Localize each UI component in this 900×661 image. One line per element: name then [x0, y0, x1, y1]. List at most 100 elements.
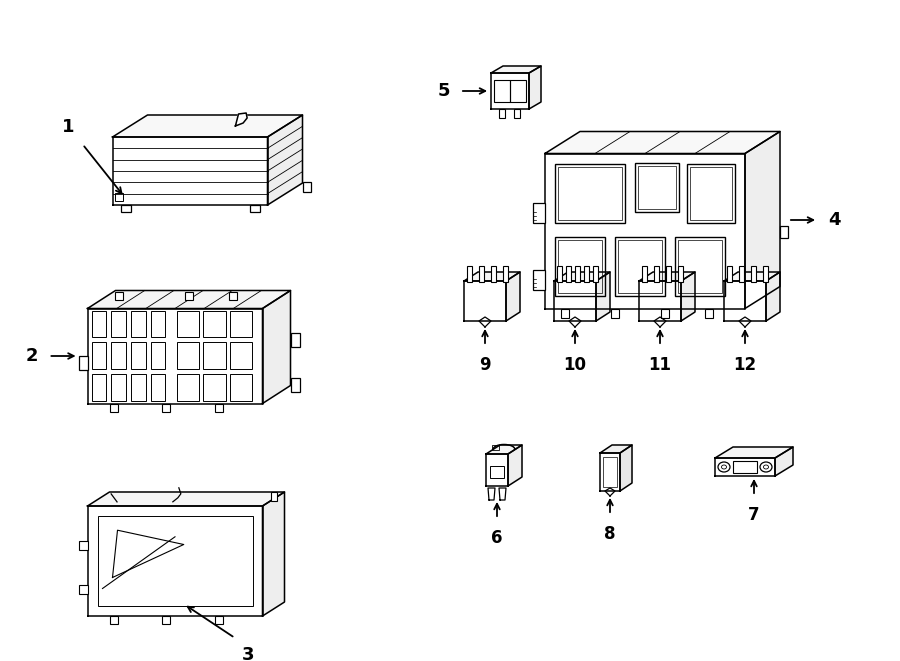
Bar — [678, 266, 683, 282]
Bar — [130, 311, 146, 337]
Bar — [230, 311, 252, 337]
Bar — [215, 403, 223, 412]
Bar — [150, 374, 166, 401]
Bar — [110, 403, 118, 412]
Polygon shape — [596, 272, 610, 321]
Polygon shape — [87, 506, 263, 616]
Bar — [467, 266, 472, 282]
Bar — [739, 266, 744, 282]
Bar — [780, 225, 788, 238]
Polygon shape — [639, 272, 695, 281]
Text: 11: 11 — [649, 356, 671, 374]
Bar — [185, 292, 193, 299]
Bar — [687, 165, 735, 223]
Bar — [557, 266, 562, 282]
Bar — [615, 237, 665, 296]
Polygon shape — [639, 281, 681, 321]
Bar — [78, 541, 87, 550]
Polygon shape — [681, 272, 695, 321]
Polygon shape — [491, 73, 529, 109]
Bar — [661, 309, 669, 317]
Text: 1: 1 — [62, 118, 75, 136]
Text: 8: 8 — [604, 525, 616, 543]
Bar — [514, 109, 520, 118]
Text: 12: 12 — [734, 356, 757, 374]
Polygon shape — [529, 66, 541, 109]
Polygon shape — [236, 113, 248, 126]
Bar — [112, 374, 126, 401]
Bar — [150, 311, 166, 337]
Bar — [751, 266, 756, 282]
Polygon shape — [486, 454, 508, 486]
Bar — [642, 266, 647, 282]
Bar — [558, 240, 602, 293]
Bar — [203, 311, 226, 337]
Bar — [215, 616, 223, 624]
Polygon shape — [554, 281, 596, 321]
Polygon shape — [464, 272, 520, 281]
Text: 2: 2 — [26, 347, 39, 365]
Polygon shape — [87, 492, 284, 506]
Bar — [479, 266, 484, 282]
Bar — [503, 266, 508, 282]
Polygon shape — [600, 453, 620, 491]
Bar — [114, 193, 122, 201]
Bar — [230, 374, 252, 401]
Bar — [130, 374, 146, 401]
Bar — [92, 311, 106, 337]
Bar — [115, 292, 123, 299]
Polygon shape — [724, 281, 766, 321]
Bar — [249, 205, 259, 212]
Bar — [566, 266, 571, 282]
Bar — [78, 356, 87, 370]
Polygon shape — [263, 492, 284, 616]
Polygon shape — [508, 445, 522, 486]
Polygon shape — [506, 272, 520, 321]
Bar — [271, 492, 276, 501]
Bar — [635, 163, 679, 212]
Bar — [112, 342, 126, 369]
Polygon shape — [112, 530, 184, 578]
Bar — [203, 342, 226, 369]
Bar — [705, 309, 713, 317]
Bar — [611, 309, 619, 317]
Bar — [291, 378, 300, 392]
Bar — [533, 203, 545, 223]
Polygon shape — [715, 447, 793, 458]
Polygon shape — [766, 272, 780, 321]
Bar — [492, 446, 500, 450]
Bar — [763, 266, 768, 282]
Bar — [203, 374, 226, 401]
Bar — [638, 166, 676, 210]
Bar — [230, 342, 252, 369]
Polygon shape — [554, 272, 610, 281]
Polygon shape — [112, 115, 302, 137]
Polygon shape — [491, 66, 541, 73]
Bar — [121, 205, 130, 212]
Bar — [229, 292, 237, 299]
Bar — [491, 266, 496, 282]
Text: 3: 3 — [242, 646, 254, 661]
Bar — [177, 342, 199, 369]
Bar — [575, 266, 580, 282]
Bar — [92, 342, 106, 369]
Bar — [490, 466, 504, 478]
Text: 5: 5 — [437, 82, 450, 100]
Bar — [555, 165, 625, 223]
Polygon shape — [545, 153, 745, 309]
Bar — [678, 240, 722, 293]
Bar — [78, 585, 87, 594]
Bar — [499, 109, 505, 118]
Bar — [291, 333, 300, 347]
Polygon shape — [464, 281, 506, 321]
Polygon shape — [620, 445, 632, 491]
Text: 4: 4 — [828, 211, 841, 229]
Bar — [177, 311, 199, 337]
Bar — [593, 266, 598, 282]
Text: 6: 6 — [491, 529, 503, 547]
Polygon shape — [724, 272, 780, 281]
Bar — [690, 167, 732, 220]
Bar — [727, 266, 732, 282]
Text: 9: 9 — [479, 356, 490, 374]
Bar — [112, 311, 126, 337]
